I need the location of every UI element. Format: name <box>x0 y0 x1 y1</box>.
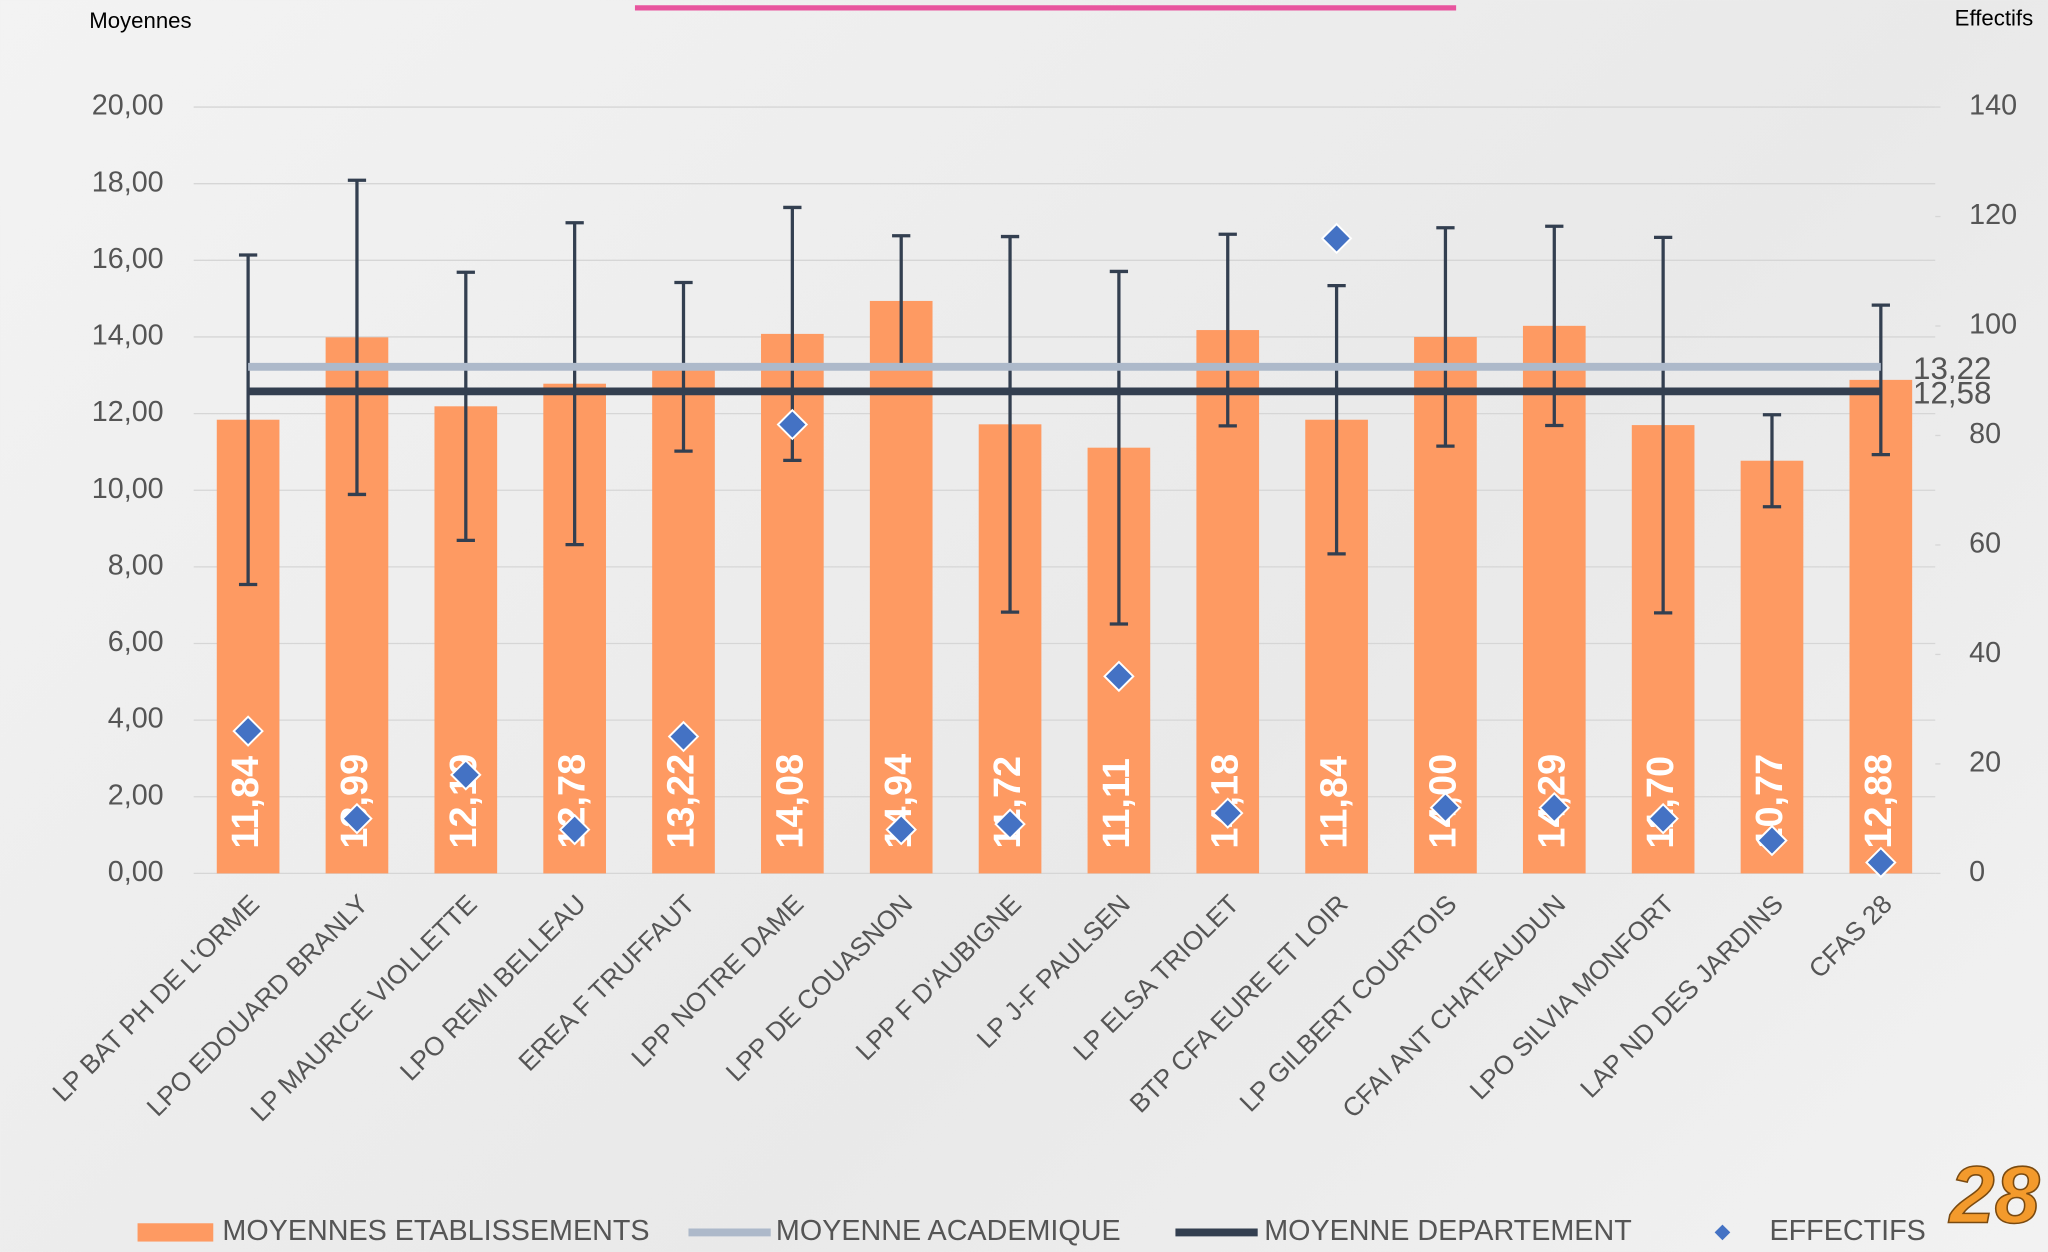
y-tick-label: 14,00 <box>92 320 164 352</box>
y-tick-label: 6,00 <box>108 626 164 658</box>
error-bar <box>565 221 584 547</box>
y2-tick-label: 80 <box>1969 418 2001 450</box>
legend-label: MOYENNES ETABLISSEMENTS <box>222 1215 649 1247</box>
bar-value-label: 13,99 <box>334 754 376 849</box>
error-bar <box>347 178 367 497</box>
error-bar <box>456 270 475 543</box>
x-tick-label: LPO REMI BELLEAU <box>394 889 592 1087</box>
scatter-point <box>1647 802 1679 835</box>
error-bar <box>1871 303 1890 457</box>
y2-tick-label: 140 <box>1969 90 2017 122</box>
error-bar <box>238 253 258 587</box>
bar-value-label: 11,84 <box>1314 756 1356 849</box>
bar-value-label: 12,88 <box>1858 754 1900 849</box>
average-line-label: 13,22 <box>1913 351 1991 386</box>
x-tick-label: LPP DE COUASNON <box>720 889 918 1087</box>
error-bar <box>1653 235 1673 615</box>
y-tick-label: 4,00 <box>108 703 164 735</box>
legend-swatch <box>137 1223 214 1242</box>
y-tick-label: 0,00 <box>108 856 164 888</box>
legend-swatch <box>1714 1224 1731 1241</box>
legend-label: MOYENNE DEPARTEMENT <box>1264 1215 1632 1247</box>
bar-value-label: 11,70 <box>1640 756 1682 849</box>
y2-tick-label: 40 <box>1969 637 2001 669</box>
error-bar <box>1327 283 1346 556</box>
bar-value-label: 14,08 <box>769 754 811 849</box>
scatter-point <box>341 802 373 835</box>
y-tick-label: 8,00 <box>108 549 164 581</box>
y2-tick-label: 20 <box>1969 747 2001 779</box>
x-tick-label: CFAI ANT CHATEAUDUN <box>1336 889 1571 1124</box>
y-tick-label: 20,00 <box>92 90 164 122</box>
bar-value-label: 13,22 <box>661 754 703 849</box>
y-tick-label: 12,00 <box>92 396 164 428</box>
scatter-point <box>450 759 482 791</box>
scatter-point <box>1211 797 1244 829</box>
scatter-point <box>558 813 591 846</box>
scatter-point <box>667 720 700 753</box>
y2-tick-label: 0 <box>1969 856 1985 888</box>
scatter-point <box>1103 660 1135 693</box>
y-tick-label: 16,00 <box>92 243 164 275</box>
bar <box>1740 460 1804 874</box>
error-bar <box>1000 234 1020 614</box>
x-tick-label: LAP ND DES JARDINS <box>1574 889 1789 1104</box>
y-tick-label: 10,00 <box>92 473 164 505</box>
scatter-point <box>232 715 264 747</box>
y-tick-label: 18,00 <box>92 166 164 198</box>
error-bar <box>1762 413 1782 509</box>
x-tick-label: LP BAT PH DE L'ORME <box>46 889 265 1108</box>
x-tick-label: BTP CFA EURE ET LOIR <box>1124 889 1354 1119</box>
x-tick-label: LP MAURICE VIOLLETTE <box>244 889 482 1127</box>
scatter-point <box>776 408 809 441</box>
page-number: 28 <box>1948 1150 2040 1240</box>
y2-tick-label: 120 <box>1969 199 2017 231</box>
scatter-point <box>885 813 917 846</box>
bar-value-label: 11,84 <box>225 756 267 849</box>
scatter-point <box>1538 791 1571 824</box>
x-tick-label: LPO EDOUARD BRANLY <box>141 889 374 1122</box>
y2-axis-title: Effectifs <box>1955 5 2034 30</box>
average-line-label: 12,58 <box>1913 376 1991 411</box>
x-tick-label: CFAS 28 <box>1803 889 1898 984</box>
bar <box>1849 379 1913 874</box>
bar <box>869 300 933 874</box>
bar-value-label: 11,11 <box>1096 758 1138 849</box>
scatter-point <box>1320 222 1353 255</box>
x-tick-label: LPO SILVIA MONFORT <box>1464 889 1681 1106</box>
y2-tick-label: 100 <box>1969 309 2017 341</box>
scatter-point <box>1756 824 1788 857</box>
error-bar <box>1109 269 1129 626</box>
error-bar <box>1436 226 1455 448</box>
x-tick-label: LP GILBERT COURTOIS <box>1234 889 1463 1118</box>
y2-tick-label: 60 <box>1969 528 2001 560</box>
y-tick-label: 2,00 <box>108 779 164 811</box>
scatter-point <box>1865 846 1897 879</box>
y-axis-title: Moyennes <box>89 8 191 33</box>
legend-label: MOYENNE ACADEMIQUE <box>776 1215 1121 1247</box>
scatter-point <box>1429 791 1462 824</box>
scatter-point <box>994 808 1026 840</box>
legend-label: EFFECTIFS <box>1769 1215 1925 1247</box>
